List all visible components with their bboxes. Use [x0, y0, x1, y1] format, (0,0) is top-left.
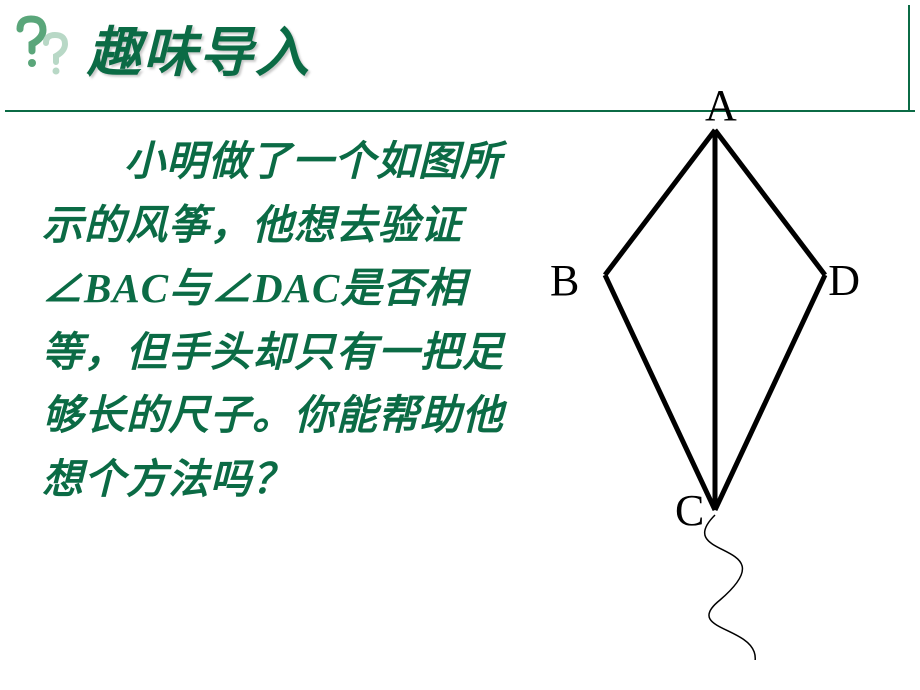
problem-text: 小明做了一个如图所示的风筝，他想去验证∠BAC与∠DAC是否相等，但手头却只有一…	[42, 130, 522, 511]
vertex-label-c: C	[675, 485, 704, 536]
problem-text-content: 小明做了一个如图所示的风筝，他想去验证∠BAC与∠DAC是否相等，但手头却只有一…	[42, 138, 504, 502]
kite-svg	[510, 80, 890, 660]
question-mark-icon	[5, 13, 85, 83]
vertex-label-d: D	[828, 255, 860, 306]
slide-title: 趣味导入	[87, 8, 311, 87]
kite-diagram: A B C D	[510, 80, 890, 660]
slide-header: 趣味导入	[5, 8, 311, 87]
vertex-label-b: B	[550, 255, 579, 306]
vertex-label-a: A	[705, 80, 737, 131]
vertical-divider	[908, 5, 910, 111]
